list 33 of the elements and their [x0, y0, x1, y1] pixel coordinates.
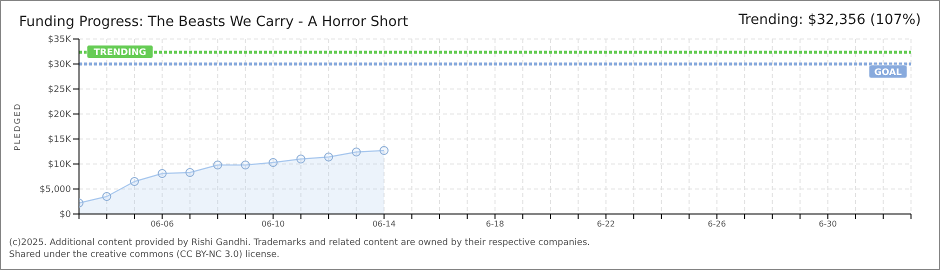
y-tick-label: $25K [48, 85, 72, 96]
text: (c)2025. Additional content provided by Rishi Gandhi. Trademarks and related content are owned by their respective companies. [9, 237, 590, 249]
y-tick-label: $5,000 [40, 185, 72, 196]
y-tick-label: $30K [48, 60, 72, 70]
point [296, 154, 306, 164]
x-tick-label: 6-22 [596, 220, 616, 229]
x-tick-label: 06-10 [262, 220, 285, 229]
chart-title: Funding Progress: The Beasts We Carry - A Horror Short [19, 14, 408, 30]
point [268, 158, 278, 167]
point [213, 160, 222, 170]
x-tick-label: 6-30 [818, 220, 837, 229]
text: Shared under the creative commons (CC BY-NC 3.0) license. [9, 249, 281, 261]
x-tick-label: 6-18 [486, 220, 504, 229]
point [102, 192, 112, 201]
point [130, 177, 139, 186]
point [240, 160, 250, 170]
chart-subtitle: Trending: $32,356 (107%) [738, 12, 921, 28]
x-tick-label: 6-26 [708, 220, 726, 229]
point [380, 146, 389, 155]
y-tick-label: $10K [48, 160, 72, 170]
y-axis-title: PLEDGED [12, 102, 22, 151]
ref-line-label: TRENDING [94, 48, 146, 58]
point [158, 169, 167, 178]
point [324, 152, 334, 162]
y-tick-label: $20K [48, 110, 72, 120]
y-tick-label: $15K [48, 135, 72, 146]
x-tick-label: 06-06 [150, 220, 174, 229]
y-tick-label: $35K [48, 35, 72, 46]
point [352, 148, 361, 156]
y-tick-label: $0 [60, 210, 72, 220]
ref-line-label: GOAL [874, 68, 902, 78]
point [185, 168, 194, 177]
x-tick-label: 06-14 [372, 220, 396, 229]
